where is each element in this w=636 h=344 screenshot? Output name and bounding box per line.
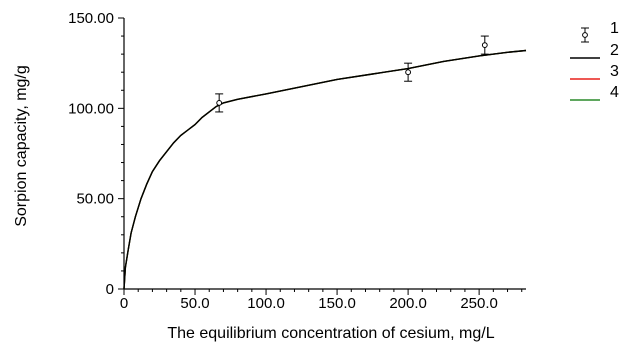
x-tick-label: 50.0 — [180, 295, 209, 312]
legend-label-4: 4 — [610, 84, 619, 101]
x-axis-title: The equilibrium concentration of cesium,… — [167, 325, 494, 342]
legend-label-3: 3 — [610, 63, 619, 80]
series-layer — [123, 49, 527, 290]
data-point — [481, 42, 488, 48]
y-tick-label: 50.00 — [76, 191, 114, 208]
legend: 1 2 3 4 — [570, 20, 619, 101]
series-3-line — [123, 49, 527, 290]
x-tick-label: 0 — [120, 295, 128, 312]
y-axis-title: Sorpion capacity, mg/g — [13, 65, 30, 227]
legend-marker-point — [582, 32, 588, 38]
y-tick-label: 0 — [106, 281, 114, 298]
x-ticks: 0 50.0 100.0 150.0 200.0 250.0 — [120, 289, 523, 312]
plot-area: 0 50.0 100.0 150.0 200.0 250.0 0 50.00 100.00 15… — [68, 10, 527, 312]
x-tick-label: 150.0 — [318, 295, 356, 312]
x-tick-label: 100.0 — [247, 295, 285, 312]
y-tick-label: 100.00 — [68, 100, 114, 117]
legend-label-1: 1 — [610, 20, 619, 37]
x-tick-label: 200.0 — [389, 295, 427, 312]
y-tick-label: 150.00 — [68, 10, 114, 27]
data-point — [405, 69, 411, 76]
legend-label-2: 2 — [610, 42, 619, 59]
points-layer — [215, 35, 489, 113]
series-4-line — [123, 49, 527, 290]
series-2-line — [123, 49, 527, 290]
data-point — [216, 100, 223, 106]
y-ticks: 0 50.00 100.00 150.00 — [68, 10, 124, 298]
x-tick-label: 250.0 — [460, 295, 498, 312]
